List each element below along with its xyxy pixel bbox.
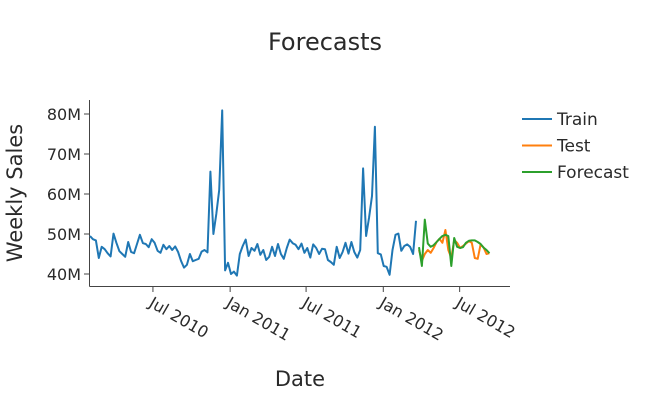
y-tick-label: 50M <box>47 225 81 244</box>
legend-label: Forecast <box>557 163 629 183</box>
y-tick-label: 70M <box>47 145 81 164</box>
y-tick-label: 60M <box>47 185 81 204</box>
x-axis-ticks: Jul 2010 Jan 2011 Jul 2011 Jan 2012 Jul 2012 <box>145 286 519 345</box>
x-axis-title: Date <box>275 367 325 391</box>
y-axis-title: Weekly Sales <box>3 124 27 262</box>
x-tick-label: Jan 2012 <box>375 293 446 345</box>
y-tick-label: 40M <box>47 265 81 284</box>
legend: Train Test Forecast <box>522 110 629 183</box>
series-line-forecast <box>418 218 491 267</box>
legend-label: Train <box>556 110 598 130</box>
plot-area: 40M 50M 60M 70M 80M Jul 2010 Jan 2011 Jul 2011… <box>47 100 519 345</box>
x-tick-label: Jan 2011 <box>222 293 293 345</box>
y-tick-label: 80M <box>47 105 81 124</box>
series-line-train <box>89 109 417 277</box>
x-tick-label: Jul 2011 <box>298 293 365 343</box>
legend-label: Test <box>556 137 591 157</box>
x-tick-label: Jul 2012 <box>452 293 519 343</box>
series-lines <box>89 109 491 277</box>
chart-title: Forecasts <box>268 28 382 56</box>
x-tick-label: Jul 2010 <box>145 293 212 343</box>
y-axis-ticks: 40M 50M 60M 70M 80M <box>47 105 90 284</box>
